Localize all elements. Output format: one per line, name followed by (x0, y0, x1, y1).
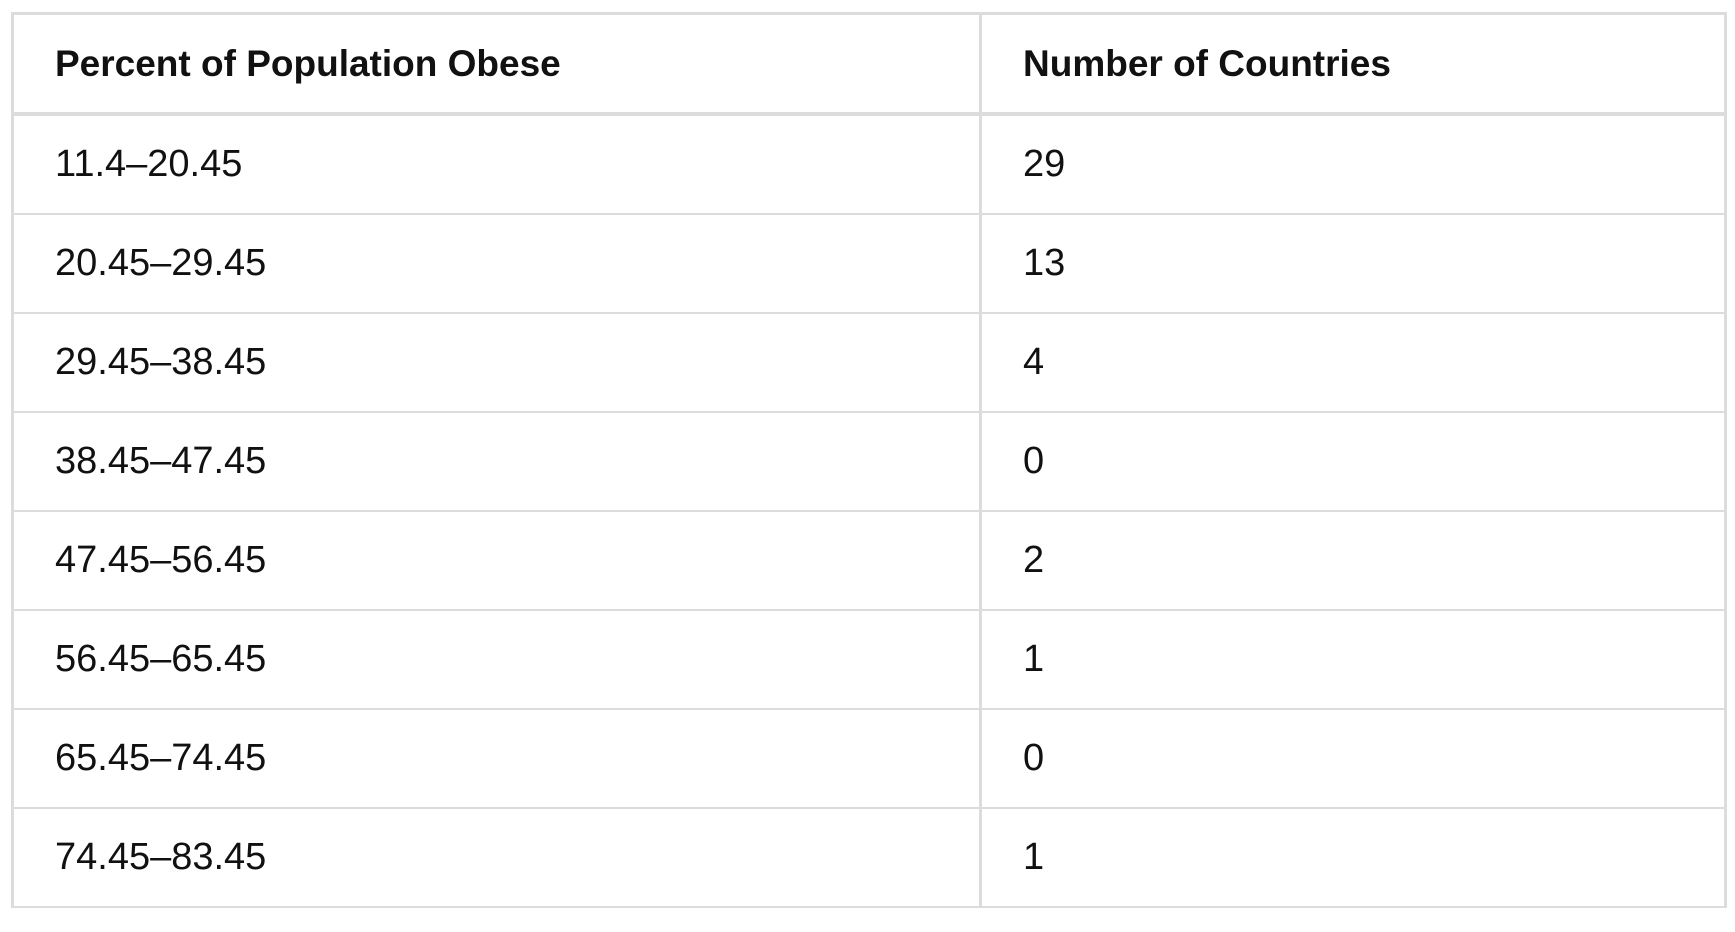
column-header-percent-obese: Percent of Population Obese (11, 12, 982, 116)
table-row: 38.45–47.45 0 (11, 411, 1727, 512)
column-header-number-of-countries: Number of Countries (979, 12, 1727, 116)
table-cell-range: 29.45–38.45 (11, 312, 982, 413)
table-header-row: Percent of Population Obese Number of Co… (11, 12, 1727, 116)
table-row: 65.45–74.45 0 (11, 708, 1727, 809)
table-row: 74.45–83.45 1 (11, 807, 1727, 908)
table-row: 47.45–56.45 2 (11, 510, 1727, 611)
table-row: 29.45–38.45 4 (11, 312, 1727, 413)
table-cell-range: 47.45–56.45 (11, 510, 982, 611)
table-cell-count: 4 (979, 312, 1727, 413)
table-cell-range: 38.45–47.45 (11, 411, 982, 512)
table-cell-count: 1 (979, 807, 1727, 908)
table-cell-count: 2 (979, 510, 1727, 611)
table-cell-count: 0 (979, 411, 1727, 512)
table-cell-range: 74.45–83.45 (11, 807, 982, 908)
table-row: 56.45–65.45 1 (11, 609, 1727, 710)
table-row: 11.4–20.45 29 (11, 113, 1727, 215)
table-cell-range: 11.4–20.45 (11, 113, 982, 215)
table-cell-count: 13 (979, 213, 1727, 314)
frequency-table-container: Percent of Population Obese Number of Co… (11, 12, 1727, 908)
table-cell-count: 29 (979, 113, 1727, 215)
table-cell-range: 65.45–74.45 (11, 708, 982, 809)
table-cell-range: 20.45–29.45 (11, 213, 982, 314)
table-cell-count: 1 (979, 609, 1727, 710)
frequency-table: Percent of Population Obese Number of Co… (11, 12, 1727, 908)
table-row: 20.45–29.45 13 (11, 213, 1727, 314)
table-cell-range: 56.45–65.45 (11, 609, 982, 710)
table-cell-count: 0 (979, 708, 1727, 809)
